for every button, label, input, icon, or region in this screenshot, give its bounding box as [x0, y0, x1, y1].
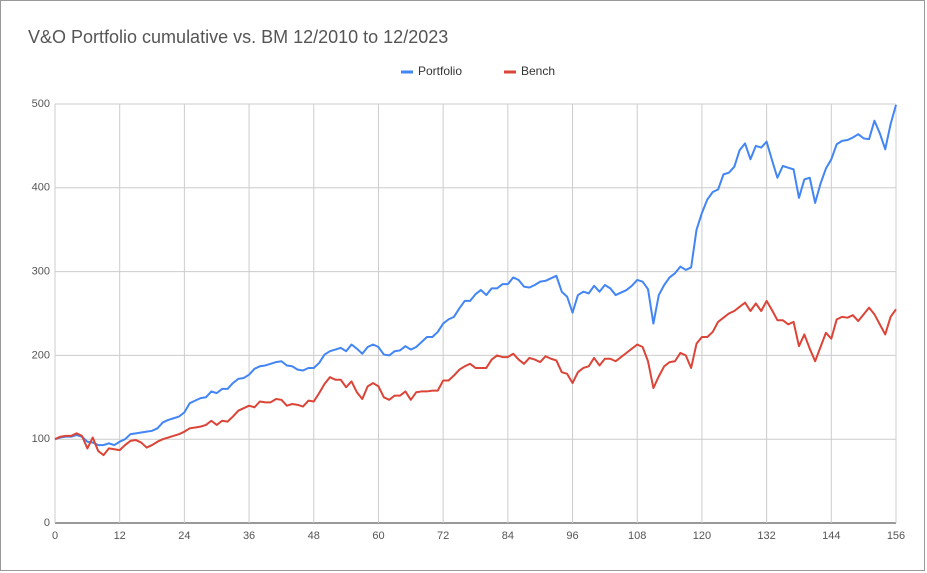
- y-tick-label: 300: [32, 266, 50, 278]
- x-tick-label: 36: [243, 530, 255, 542]
- legend-label: Portfolio: [418, 64, 462, 78]
- x-tick-label: 60: [372, 530, 384, 542]
- y-tick-label: 200: [32, 349, 50, 361]
- series-line: [54, 299, 897, 457]
- x-tick-label: 120: [693, 530, 711, 542]
- y-tick-label: 0: [44, 517, 50, 529]
- x-tick-label: 132: [757, 530, 775, 542]
- x-tick-label: 24: [178, 530, 190, 542]
- x-tick-label: 12: [114, 530, 126, 542]
- chart-title: V&O Portfolio cumulative vs. BM 12/2010 …: [28, 27, 448, 47]
- x-tick-label: 156: [887, 530, 905, 542]
- x-tick-label: 0: [52, 530, 58, 542]
- x-tick-label: 84: [502, 530, 514, 542]
- x-tick-label: 72: [437, 530, 449, 542]
- y-tick-label: 100: [32, 433, 50, 445]
- series-line: [54, 104, 897, 447]
- x-tick-label: 48: [308, 530, 320, 542]
- x-tick-label: 96: [566, 530, 578, 542]
- legend-label: Bench: [521, 64, 555, 78]
- legend: Portfolio Bench: [401, 64, 555, 78]
- x-tick-label: 108: [628, 530, 646, 542]
- y-tick-label: 400: [32, 182, 50, 194]
- x-tick-label: 144: [822, 530, 840, 542]
- y-tick-label: 500: [32, 98, 50, 110]
